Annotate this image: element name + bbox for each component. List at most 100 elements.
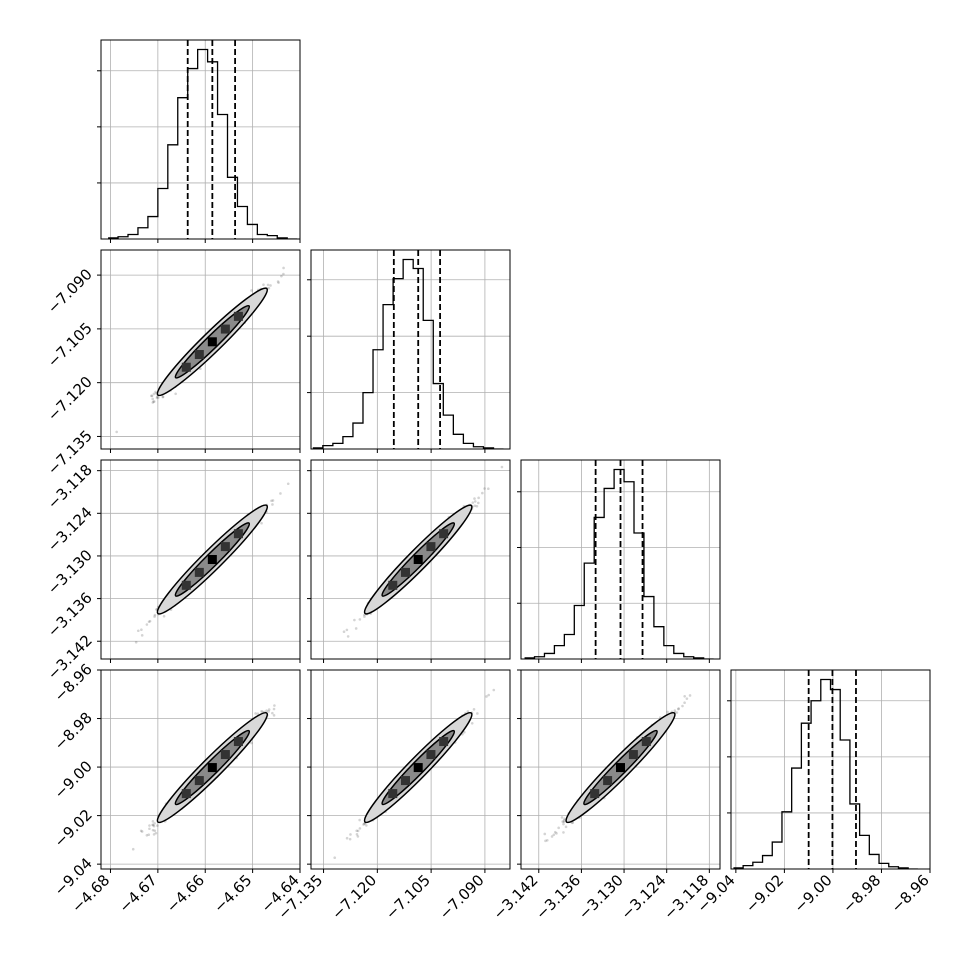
point — [462, 730, 466, 734]
density-block — [181, 789, 191, 799]
point — [140, 628, 143, 631]
density-block — [413, 555, 423, 564]
point — [153, 829, 157, 833]
point — [152, 400, 156, 403]
point — [269, 284, 272, 287]
panel-frame — [100, 459, 301, 660]
point — [151, 828, 155, 832]
point — [473, 504, 477, 508]
point — [353, 618, 356, 622]
density-block — [207, 337, 217, 347]
point — [545, 838, 549, 842]
point — [279, 492, 282, 495]
point — [150, 394, 153, 398]
panel-frame — [310, 669, 511, 870]
point — [349, 833, 352, 836]
density-block — [194, 776, 204, 786]
point — [282, 272, 285, 276]
histogram-0 — [108, 48, 298, 239]
point — [477, 501, 480, 505]
point — [333, 856, 337, 860]
point — [483, 487, 486, 490]
point — [348, 837, 352, 841]
point — [476, 712, 479, 715]
point — [147, 833, 151, 837]
density-block — [207, 763, 217, 773]
point — [152, 833, 156, 836]
density-block — [233, 737, 243, 747]
point — [355, 833, 359, 836]
point — [485, 695, 488, 698]
point — [345, 836, 349, 840]
point — [266, 283, 270, 287]
point — [151, 820, 155, 823]
point — [358, 827, 362, 830]
point — [148, 827, 151, 831]
point — [145, 623, 149, 626]
point — [354, 627, 358, 630]
point — [262, 283, 265, 287]
histogram-1 — [312, 258, 504, 449]
density-block — [400, 776, 410, 786]
point — [557, 826, 560, 830]
point — [139, 829, 143, 833]
point — [550, 835, 554, 838]
point — [500, 465, 504, 469]
point — [155, 396, 159, 400]
point — [276, 280, 280, 283]
point — [473, 497, 476, 500]
point — [260, 521, 263, 525]
point — [131, 847, 135, 851]
point — [356, 829, 360, 833]
point — [140, 634, 144, 637]
point — [677, 707, 680, 711]
point — [174, 392, 177, 396]
density-block — [220, 324, 230, 334]
density-block — [439, 737, 449, 747]
point — [358, 618, 362, 621]
panel-0-0 — [97, 39, 301, 243]
point — [155, 395, 159, 399]
point — [267, 286, 271, 290]
point — [148, 619, 152, 623]
point — [472, 708, 476, 711]
point — [156, 824, 159, 827]
panel-frame — [100, 669, 301, 870]
density-block — [426, 750, 436, 760]
point — [161, 395, 165, 399]
panel-2-0 — [97, 459, 301, 663]
point — [147, 620, 151, 624]
density-block — [220, 542, 230, 552]
density-block — [233, 529, 243, 539]
panel-3-1 — [307, 669, 511, 873]
density-block — [439, 529, 449, 539]
panel-frame — [310, 249, 511, 450]
point — [471, 501, 475, 504]
point — [282, 266, 285, 270]
density-block — [388, 789, 398, 799]
point — [265, 709, 268, 712]
point — [151, 401, 155, 404]
point — [267, 710, 270, 713]
point — [152, 400, 155, 403]
point — [148, 824, 151, 827]
point — [153, 615, 156, 618]
panel-3-2 — [517, 669, 721, 873]
point — [286, 482, 290, 486]
point — [345, 628, 349, 632]
point — [346, 635, 350, 638]
point — [140, 830, 144, 833]
point — [156, 396, 160, 399]
point — [256, 712, 260, 715]
density-block — [400, 567, 410, 577]
panel-2-1 — [307, 459, 511, 663]
point — [154, 831, 158, 835]
density-block — [181, 580, 191, 590]
point — [271, 711, 274, 715]
density-block — [413, 763, 423, 773]
point — [280, 274, 283, 278]
point — [481, 491, 484, 495]
point — [365, 824, 368, 827]
panel-frame — [100, 249, 301, 450]
